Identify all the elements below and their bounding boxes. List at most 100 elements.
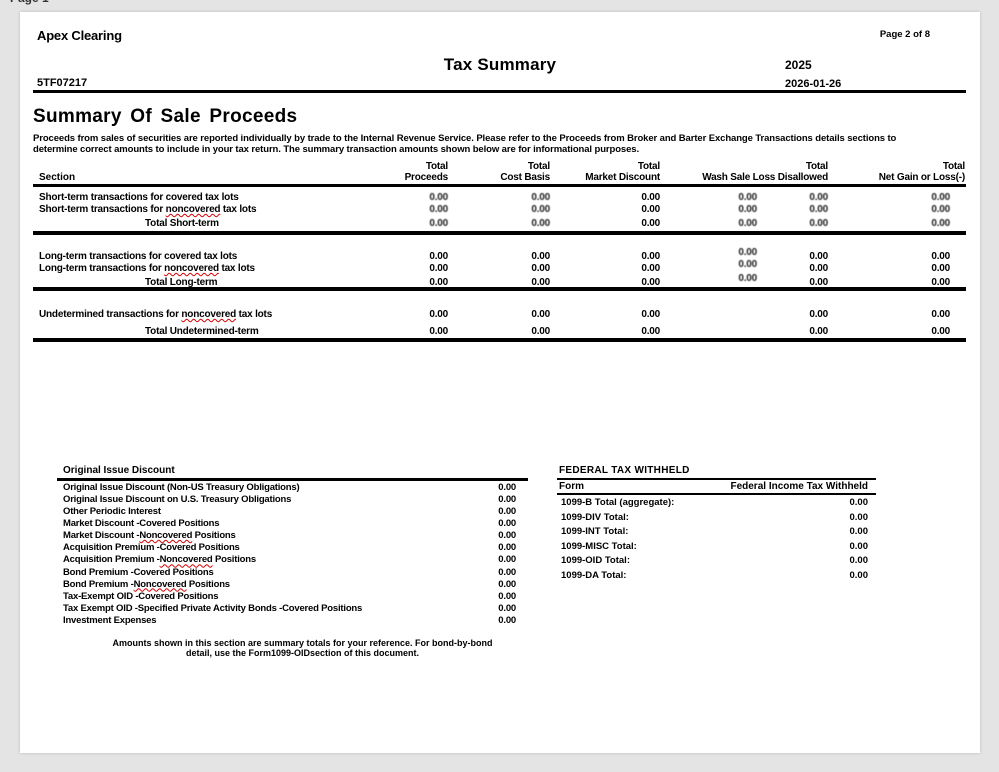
value-cell: 0.00 (498, 554, 516, 566)
value-cell: 0.00 (641, 204, 660, 215)
row-label: Investment Expenses (63, 615, 157, 627)
value-cell: 0.00 (641, 251, 660, 262)
value-cell: 0.00 (809, 204, 828, 215)
value-cell: 0.00 (849, 511, 869, 523)
table-row: Market Discount -Noncovered Positions 0.0… (57, 530, 528, 541)
value-cell: 0.00 (738, 192, 757, 203)
row-label: Tax-Exempt OID -Covered Positions (63, 590, 219, 602)
table-row: Tax Exempt OID -Specified Private Activi… (57, 603, 528, 614)
row-label: Short-term transactions for noncovered t… (39, 204, 257, 215)
row-label: Market Discount -Covered Positions (63, 517, 220, 529)
misspelled-word: noncovered (165, 204, 221, 215)
tax-year: 2025 (785, 58, 812, 72)
value-cell: 0.00 (849, 526, 869, 538)
row-label: Market Discount -Noncovered Positions (63, 530, 236, 542)
value-cell: 0.00 (931, 204, 950, 215)
group-divider-rule (33, 338, 966, 342)
document-date: 2026-01-26 (785, 78, 842, 90)
value-cell: 0.00 (738, 259, 757, 270)
table-row: Total Short-term 0.00 0.00 0.00 0.00 0.00 0.00 (33, 218, 966, 230)
column-header-total: Total (425, 161, 448, 172)
value-cell: 0.00 (429, 218, 448, 229)
value-cell: 0.00 (931, 277, 950, 288)
value-cell: 0.00 (738, 273, 757, 284)
row-label: Short-term transactions for covered tax … (39, 192, 239, 203)
section-intro: Proceeds from sales of securities are re… (33, 133, 973, 155)
fed-col-value-header: Federal Income Tax Withheld (730, 481, 868, 492)
table-row: Original Issue Discount (Non-US Treasury… (57, 482, 528, 493)
value-cell: 0.00 (429, 251, 448, 262)
table-row: Bond Premium -Noncovered Positions 0.00 (57, 579, 528, 590)
table-row: Short-term transactions for covered tax … (33, 192, 966, 204)
table-row: 1099-OID Total: 0.00 (557, 555, 876, 567)
column-header-name: Market Discount (585, 172, 660, 183)
value-cell: 0.00 (498, 566, 516, 578)
value-cell: 0.00 (849, 540, 869, 552)
table-row: Total Undetermined-term 0.00 0.00 0.00 0.00 0… (33, 326, 966, 338)
fed-title-rule (557, 477, 876, 480)
column-header-name: Proceeds (404, 172, 449, 183)
value-cell: 0.00 (531, 204, 550, 215)
section-heading: Summary Of Sale Proceeds (33, 106, 298, 127)
value-cell: 0.00 (429, 192, 448, 203)
value-cell: 0.00 (738, 218, 757, 229)
table-row: Total Long-term 0.00 0.00 0.00 0.00 0.00 0.00 (33, 273, 966, 289)
group-divider-rule (33, 231, 966, 235)
table-row: Investment Expenses 0.00 (57, 615, 528, 626)
brand-name: Apex Clearing (37, 28, 122, 43)
table-row: 1099-DA Total: 0.00 (557, 570, 876, 582)
table-row: Acquisition Premium -Noncovered Position… (57, 554, 528, 565)
row-label: 1099-MISC Total: (561, 540, 637, 552)
value-cell: 0.00 (809, 277, 828, 288)
value-cell: 0.00 (641, 309, 660, 320)
row-label: Tax Exempt OID -Specified Private Activi… (63, 603, 363, 614)
value-cell: 0.00 (931, 326, 950, 337)
value-cell: 0.00 (809, 263, 828, 274)
value-cell: 0.00 (498, 615, 516, 627)
row-label: Other Periodic Interest (63, 505, 161, 517)
value-cell: 0.00 (809, 192, 828, 203)
oid-footnote: Amounts shown in this section are summar… (97, 638, 508, 658)
value-cell: 0.00 (498, 603, 516, 614)
row-label: Long-term transactions for noncovered ta… (39, 263, 255, 274)
value-cell: 0.00 (738, 247, 757, 258)
value-cell: 0.00 (429, 309, 448, 320)
row-label: Bond Premium -Covered Positions (63, 566, 214, 578)
misspelled-word: Noncovered (139, 530, 193, 542)
table-row: 1099-MISC Total: 0.00 (557, 541, 876, 553)
table-row: Original Issue Discount on U.S. Treasury… (57, 494, 528, 505)
value-cell: 0.00 (498, 493, 516, 505)
value-cell: 0.00 (531, 263, 550, 274)
value-cell: 0.00 (809, 251, 828, 262)
fed-header-rule (557, 492, 876, 495)
misspelled-word: Noncovered (159, 554, 213, 566)
oid-title-rule (57, 478, 528, 481)
value-cell: 0.00 (931, 251, 950, 262)
row-label: 1099-INT Total: (561, 526, 629, 538)
value-cell: 0.00 (531, 277, 550, 288)
value-cell: 0.00 (641, 263, 660, 274)
account-number: 5TF07217 (37, 77, 88, 89)
value-cell: 0.00 (531, 218, 550, 229)
row-label: 1099-DA Total: (561, 570, 627, 581)
value-cell: 0.00 (849, 555, 869, 567)
value-cell: 0.00 (531, 251, 550, 262)
table-header-rule (33, 184, 966, 187)
oid-title: Original Issue Discount (63, 465, 175, 476)
value-cell: 0.00 (809, 218, 828, 229)
value-cell: 0.00 (809, 326, 828, 337)
value-cell: 0.00 (531, 309, 550, 320)
column-header-name: Wash Sale Loss Disallowed (702, 172, 828, 183)
column-header-total: Total (805, 161, 828, 172)
table-row: Long-term transactions for noncovered ta… (33, 259, 966, 275)
fed-title: FEDERAL TAX WITHHELD (559, 465, 690, 476)
value-cell: 0.00 (498, 505, 516, 517)
column-header-name: Net Gain or Loss(-) (878, 172, 965, 183)
value-cell: 0.00 (498, 517, 516, 529)
row-label: Total Long-term (145, 277, 218, 288)
table-row: Tax-Exempt OID -Covered Positions 0.00 (57, 591, 528, 602)
value-cell: 0.00 (429, 277, 448, 288)
group-divider-rule (33, 287, 966, 291)
row-label: 1099-DIV Total: (561, 511, 629, 523)
